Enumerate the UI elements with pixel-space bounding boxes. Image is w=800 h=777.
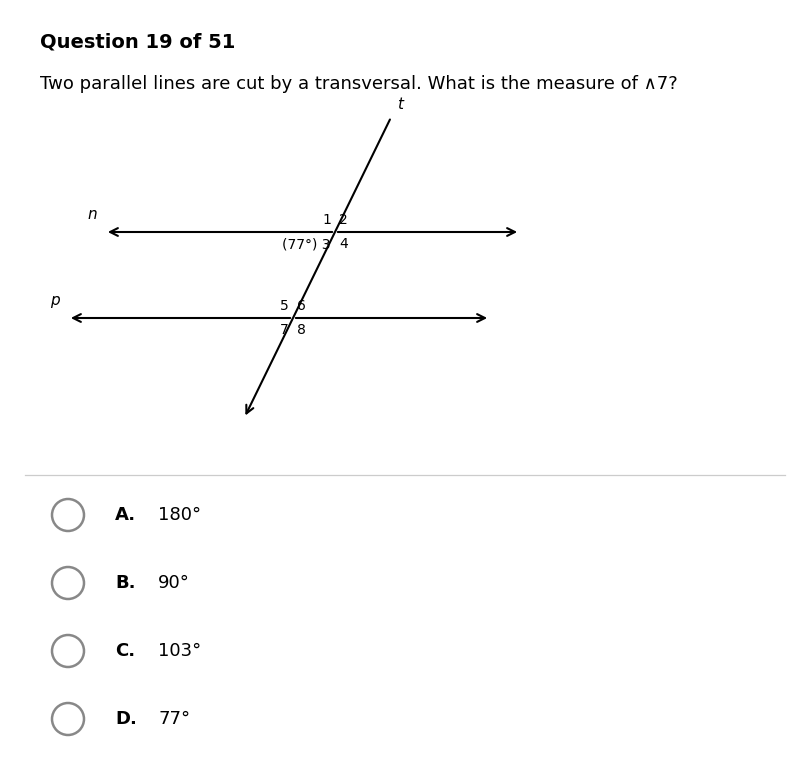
Text: t: t <box>397 97 403 112</box>
Text: C.: C. <box>115 642 135 660</box>
Text: B.: B. <box>115 574 135 592</box>
Text: 77°: 77° <box>158 710 190 728</box>
Text: 1: 1 <box>322 213 331 227</box>
Text: n: n <box>87 207 97 222</box>
Text: 5: 5 <box>280 299 289 313</box>
Text: Question 19 of 51: Question 19 of 51 <box>40 32 235 51</box>
Text: D.: D. <box>115 710 137 728</box>
Text: 4: 4 <box>339 237 348 251</box>
Text: 2: 2 <box>339 213 348 227</box>
Text: (77°) 3: (77°) 3 <box>282 237 331 251</box>
Text: Two parallel lines are cut by a transversal. What is the measure of ∧7?: Two parallel lines are cut by a transver… <box>40 75 678 93</box>
Text: 90°: 90° <box>158 574 190 592</box>
Text: 8: 8 <box>297 323 306 337</box>
Text: p: p <box>50 293 60 308</box>
Text: 103°: 103° <box>158 642 202 660</box>
Text: 6: 6 <box>297 299 306 313</box>
Text: A.: A. <box>115 506 136 524</box>
Text: 7: 7 <box>280 323 289 337</box>
Text: 180°: 180° <box>158 506 201 524</box>
